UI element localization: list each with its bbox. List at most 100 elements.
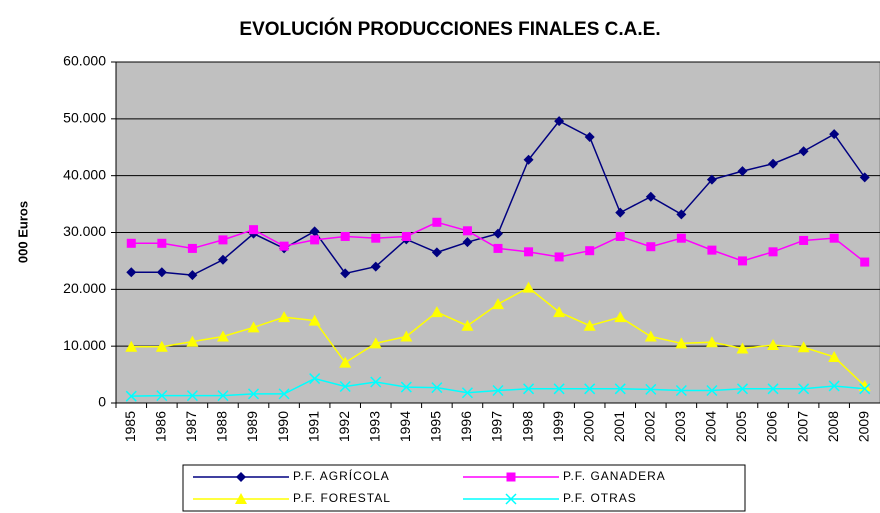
x-tick-label: 1988 bbox=[214, 411, 230, 442]
x-tick-label: 1996 bbox=[458, 411, 474, 442]
marker bbox=[125, 340, 138, 352]
marker bbox=[705, 336, 718, 348]
marker bbox=[340, 268, 351, 279]
marker bbox=[339, 380, 351, 393]
marker bbox=[493, 228, 503, 239]
marker bbox=[767, 339, 780, 351]
marker bbox=[859, 383, 871, 395]
marker bbox=[309, 373, 321, 385]
y-axis-label: 000 Euros bbox=[15, 201, 30, 263]
marker bbox=[828, 380, 840, 392]
marker bbox=[675, 337, 688, 349]
marker bbox=[461, 319, 474, 331]
marker bbox=[736, 342, 749, 354]
marker bbox=[462, 237, 473, 248]
marker bbox=[218, 235, 228, 245]
marker bbox=[340, 231, 350, 241]
marker bbox=[235, 493, 247, 504]
marker bbox=[768, 158, 779, 169]
marker bbox=[614, 383, 626, 395]
x-tick-label: 2004 bbox=[703, 411, 719, 442]
marker bbox=[554, 252, 564, 262]
y-tick-label: 60.000 bbox=[63, 53, 106, 69]
marker bbox=[430, 306, 443, 318]
marker bbox=[370, 376, 382, 388]
marker bbox=[829, 129, 840, 140]
marker bbox=[216, 330, 229, 342]
marker bbox=[798, 146, 809, 157]
marker bbox=[505, 493, 517, 505]
marker bbox=[798, 383, 810, 395]
marker bbox=[523, 383, 535, 395]
x-tick-label: 1995 bbox=[428, 411, 444, 442]
legend: P.F. AGRÍCOLA P.F. GANADERA P.F. FORESTAL P… bbox=[182, 464, 746, 512]
marker bbox=[217, 390, 229, 402]
marker bbox=[767, 383, 779, 395]
marker bbox=[217, 254, 228, 265]
legend-label: P.F. GANADERA bbox=[563, 469, 666, 483]
marker bbox=[126, 238, 136, 248]
x-tick-label: 2007 bbox=[794, 411, 810, 442]
marker bbox=[645, 191, 656, 202]
legend-label: P.F. FORESTAL bbox=[293, 491, 391, 505]
marker bbox=[646, 242, 656, 252]
marker bbox=[431, 247, 442, 258]
y-tick-label: 30.000 bbox=[63, 223, 106, 239]
marker bbox=[400, 381, 412, 393]
marker bbox=[676, 209, 687, 220]
marker bbox=[506, 472, 516, 482]
legend-label: P.F. OTRAS bbox=[563, 491, 637, 505]
marker bbox=[493, 243, 503, 253]
marker bbox=[584, 132, 595, 143]
x-tick-label: 1998 bbox=[519, 411, 535, 442]
marker bbox=[615, 231, 625, 241]
marker bbox=[400, 330, 413, 342]
marker bbox=[585, 246, 595, 256]
marker bbox=[187, 243, 197, 253]
marker bbox=[706, 384, 718, 397]
marker bbox=[614, 311, 627, 323]
marker bbox=[583, 319, 596, 331]
marker bbox=[156, 390, 168, 402]
marker bbox=[278, 388, 290, 400]
marker bbox=[278, 311, 291, 323]
x-tick-label: 2003 bbox=[672, 411, 688, 442]
x-tick-label: 2000 bbox=[580, 411, 596, 442]
y-tick-label: 0 bbox=[98, 394, 106, 410]
marker bbox=[676, 233, 686, 243]
marker bbox=[737, 166, 748, 177]
marker bbox=[645, 383, 657, 395]
x-tick-label: 1993 bbox=[366, 411, 382, 442]
marker bbox=[401, 231, 411, 241]
marker bbox=[706, 174, 717, 185]
marker bbox=[369, 337, 382, 349]
marker bbox=[736, 383, 749, 395]
chart-title: EVOLUCIÓN PRODUCCIONES FINALES C.A.E. bbox=[239, 18, 660, 40]
x-tick-label: 2006 bbox=[764, 411, 780, 442]
y-tick-label: 40.000 bbox=[63, 166, 106, 182]
marker bbox=[522, 281, 535, 293]
marker bbox=[309, 226, 320, 237]
x-tick-label: 1987 bbox=[183, 411, 199, 442]
x-tick-label: 1997 bbox=[489, 411, 505, 442]
marker bbox=[187, 270, 198, 281]
x-tick-label: 1999 bbox=[550, 411, 566, 442]
marker bbox=[707, 245, 717, 255]
x-tick-label: 1990 bbox=[275, 411, 291, 442]
x-tick-label: 2002 bbox=[642, 411, 658, 442]
marker bbox=[126, 267, 137, 278]
x-tick-label: 1985 bbox=[122, 411, 138, 442]
marker bbox=[799, 235, 809, 245]
marker bbox=[339, 356, 352, 368]
marker bbox=[157, 238, 167, 248]
marker bbox=[492, 298, 504, 310]
marker bbox=[461, 387, 473, 399]
marker bbox=[523, 154, 534, 165]
marker bbox=[186, 390, 198, 402]
x-tick-label: 2009 bbox=[855, 411, 871, 442]
marker bbox=[553, 306, 566, 318]
marker bbox=[431, 382, 443, 394]
marker bbox=[524, 247, 534, 257]
